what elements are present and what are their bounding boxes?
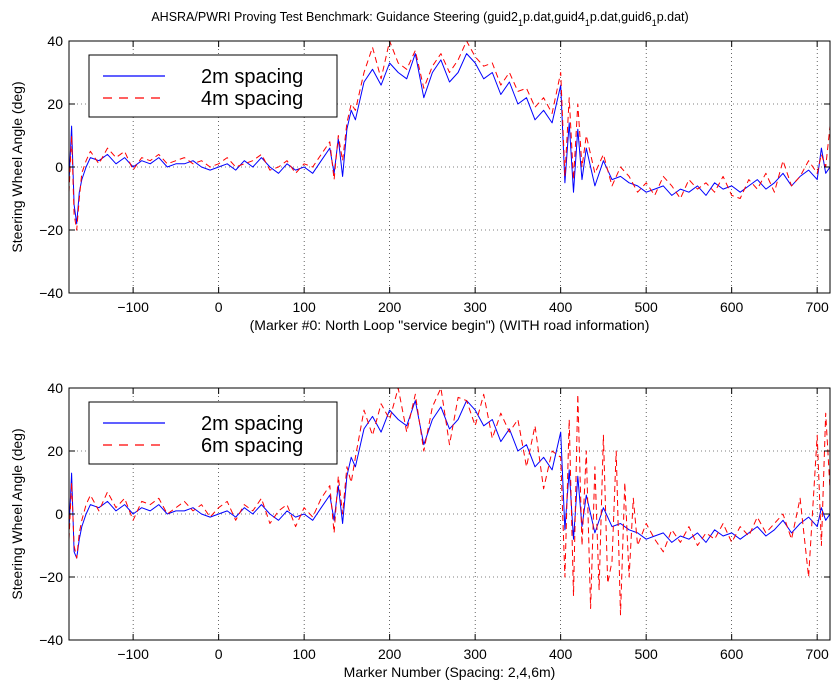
title-text: p.dat,guid6	[590, 10, 652, 24]
title-text: AHSRA/PWRI Proving Test Benchmark: Guida…	[151, 10, 518, 24]
x-tick-label: 200	[378, 646, 402, 662]
legend-label: 2m spacing	[201, 413, 303, 435]
y-tick-label: −20	[39, 222, 63, 238]
series-group	[69, 388, 830, 616]
x-tick-label: 500	[634, 646, 658, 662]
x-tick-label: 300	[463, 299, 487, 315]
series-line-4m-spacing	[69, 41, 830, 231]
legend-box	[88, 401, 338, 465]
title-subscript: 1	[518, 18, 523, 28]
x-tick-label: 400	[549, 299, 573, 315]
x-tick-label: 200	[378, 299, 402, 315]
x-tick-label: 600	[720, 299, 744, 315]
x-tick-label: 600	[720, 646, 744, 662]
y-tick-label: 0	[55, 506, 63, 522]
x-tick-label: 300	[463, 646, 487, 662]
y-tick-label: 20	[47, 443, 63, 459]
x-tick-label: 700	[805, 646, 829, 662]
legend-label: 4m spacing	[201, 88, 303, 110]
y-tick-label: 20	[47, 96, 63, 112]
y-tick-label: −40	[39, 285, 63, 301]
y-axis-label: Steering Wheel Angle (deg)	[9, 81, 25, 252]
x-tick-label: 0	[215, 299, 223, 315]
top-plot: −100 0 100 200 300 400 500 600 700 −40 −20 0 20 40 (Ma…	[9, 33, 831, 333]
y-tick-label: 0	[55, 159, 63, 175]
figure-title: AHSRA/PWRI Proving Test Benchmark: Guida…	[151, 10, 688, 28]
y-axis-label: Steering Wheel Angle (deg)	[9, 428, 25, 599]
y-tick-label: −40	[39, 632, 63, 648]
series-line-6m-spacing	[69, 388, 830, 616]
title-text: p.dat,guid4	[523, 10, 585, 24]
bottom-plot: −100 0 100 200 300 400 500 600 700 −40 −20 0 20 40 Mar…	[9, 380, 831, 680]
x-tick-label: 500	[634, 299, 658, 315]
y-tick-label: 40	[47, 33, 63, 49]
legend-label: 2m spacing	[201, 66, 303, 88]
legend-box	[88, 54, 338, 118]
x-tick-label: −100	[117, 646, 149, 662]
legend-label: 6m spacing	[201, 435, 303, 457]
x-tick-label: 400	[549, 646, 573, 662]
y-tick-label: 40	[47, 380, 63, 396]
series-group	[69, 41, 830, 231]
x-tick-label: 100	[292, 299, 316, 315]
series-line-2m-spacing	[69, 400, 830, 559]
title-text: p.dat)	[657, 10, 689, 24]
y-tick-label: −20	[39, 569, 63, 585]
x-axis-label: (Marker #0: North Loop "service begin") …	[250, 317, 650, 333]
x-tick-label: 100	[292, 646, 316, 662]
x-tick-label: −100	[117, 299, 149, 315]
x-tick-label: 700	[805, 299, 829, 315]
x-axis-label: Marker Number (Spacing: 2,4,6m)	[344, 664, 556, 680]
title-subscript: 1	[585, 18, 590, 28]
x-tick-label: 0	[215, 646, 223, 662]
title-subscript: 1	[652, 18, 657, 28]
